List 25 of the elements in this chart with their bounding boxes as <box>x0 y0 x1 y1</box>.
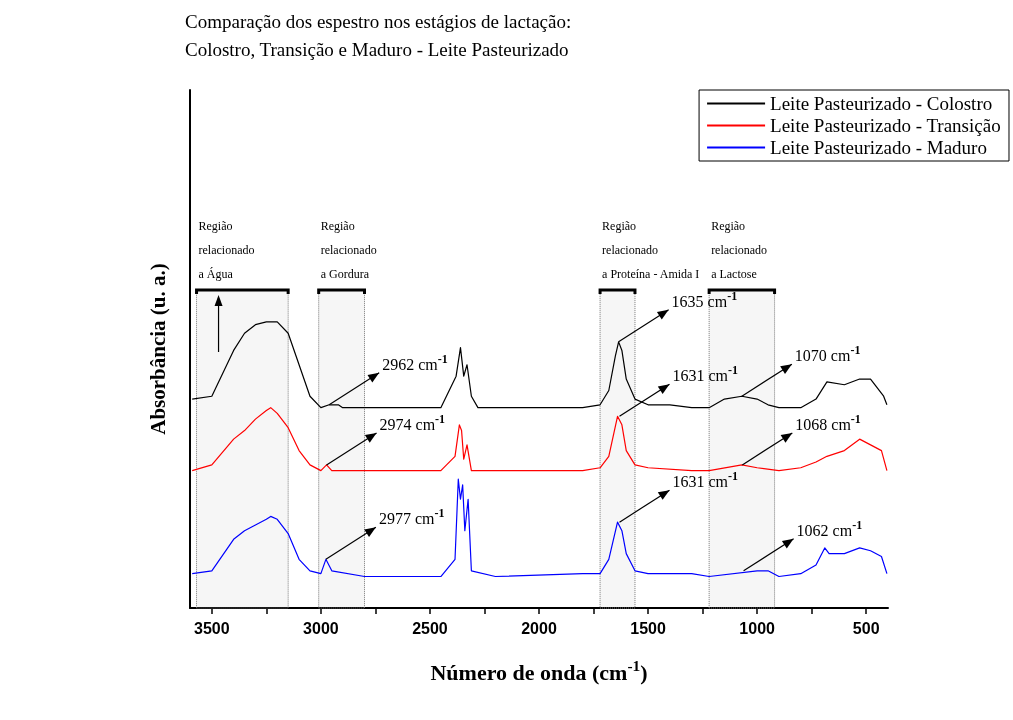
legend-label: Leite Pasteurizado - Maduro <box>770 137 987 158</box>
band-label: Região relacionado a Proteína - Amida I <box>602 219 700 281</box>
annotation: 1062 cm$^{-1}$ <box>796 517 863 539</box>
y-axis-title: Absorbância (u. a.) <box>145 263 170 435</box>
x-tick-label: 1000 <box>739 619 776 637</box>
x-tick-label: 500 <box>852 619 880 637</box>
chart-title: Comparação dos espestro nos estágios de lactação: Colostro, Transição e Maduro - Leite Pasteurizado <box>185 10 572 60</box>
legend-label: Leite Pasteurizado - Transição <box>770 115 1001 136</box>
annotation: 2974 cm$^{-1}$ <box>379 411 446 433</box>
x-tick-label: 2000 <box>521 619 557 637</box>
annotation: 1631 cm$^{-1}$ <box>672 363 739 385</box>
annotation: 2962 cm$^{-1}$ <box>382 351 448 373</box>
x-tick-label: 2500 <box>412 619 448 637</box>
band-label: Região relacionado a Gordura <box>320 219 377 281</box>
annotation: 2977 cm$^{-1}$ <box>378 506 445 528</box>
annotation: 1068 cm$^{-1}$ <box>795 411 861 433</box>
x-tick-label: 1500 <box>630 619 666 637</box>
annotation: 1631 cm$^{-1}$ <box>672 469 739 491</box>
legend-label: Leite Pasteurizado - Colostro <box>770 93 993 114</box>
band-label: Região relacionado a Água <box>198 219 255 281</box>
x-tick-label: 3000 <box>303 619 339 637</box>
annotation: 1635 cm$^{-1}$ <box>671 288 738 310</box>
x-tick-label: 3500 <box>194 619 230 637</box>
annotation: 1070 cm$^{-1}$ <box>794 343 861 365</box>
band-label: Região relacionado a Lactose <box>711 219 768 281</box>
